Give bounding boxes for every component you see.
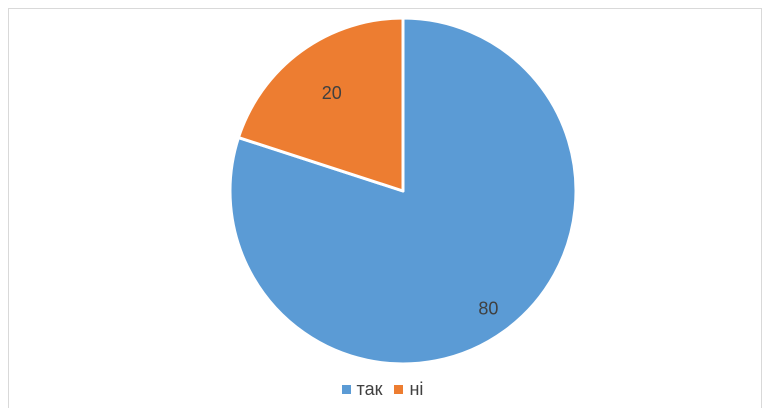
legend-label-tak: так xyxy=(357,379,383,400)
legend-item-tak[interactable]: так xyxy=(342,379,383,400)
legend-swatch-tak xyxy=(342,385,351,394)
legend-item-ni[interactable]: ні xyxy=(394,379,423,400)
legend-label-ni: ні xyxy=(409,379,423,400)
data-label-1: 20 xyxy=(322,83,342,103)
pie-slices xyxy=(230,18,576,364)
chart-legend: так ні xyxy=(0,377,765,401)
legend-swatch-ni xyxy=(394,385,403,394)
data-label-0: 80 xyxy=(478,299,498,319)
